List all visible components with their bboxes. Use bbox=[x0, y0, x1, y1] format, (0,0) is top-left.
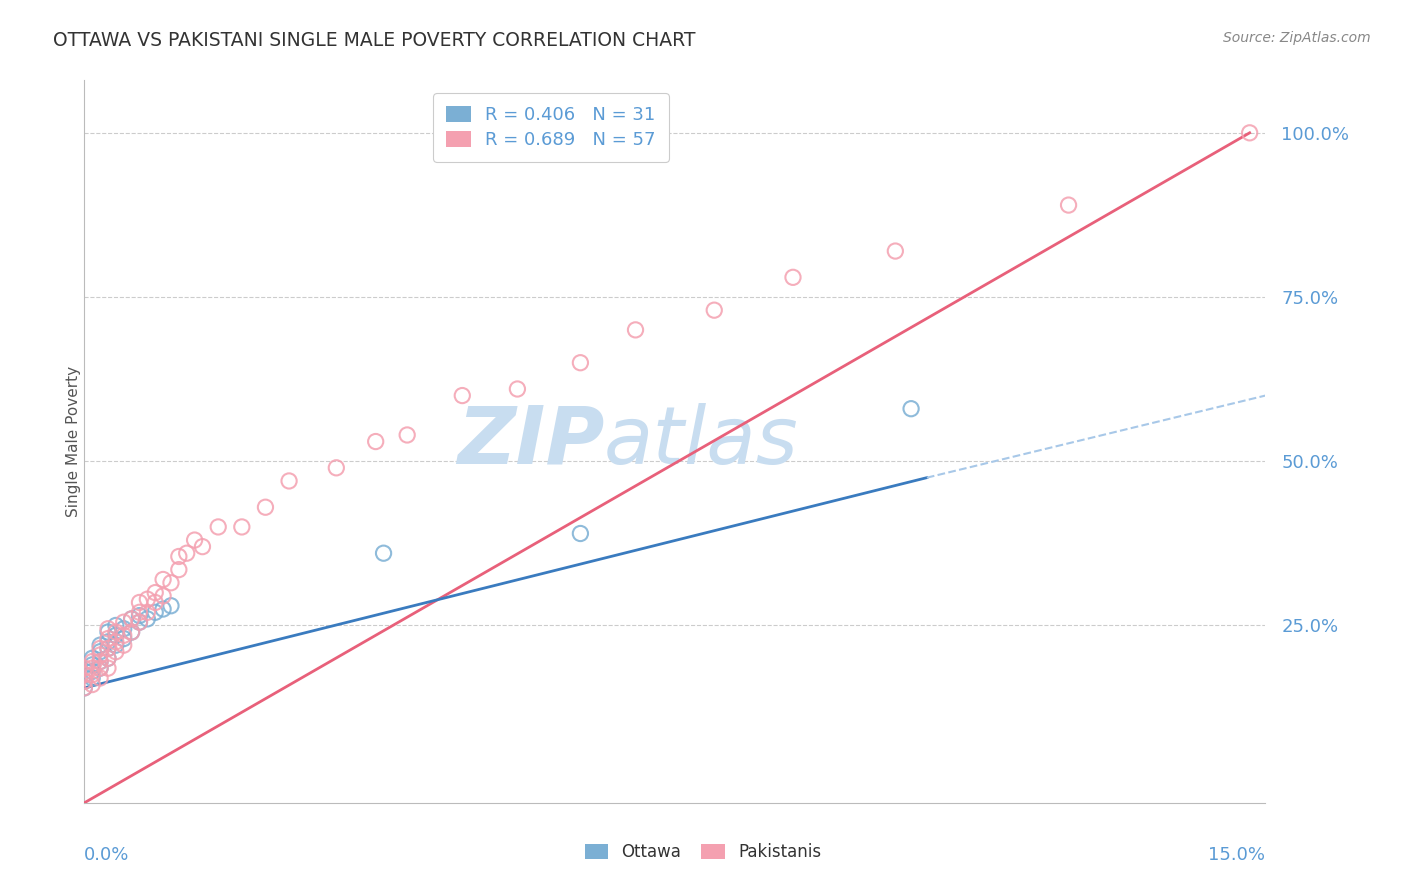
Point bbox=[89, 638, 111, 652]
Point bbox=[97, 632, 120, 646]
Point bbox=[569, 526, 592, 541]
Text: 0.0%: 0.0% bbox=[84, 847, 129, 864]
Point bbox=[82, 651, 104, 665]
Point bbox=[97, 622, 120, 636]
Point bbox=[167, 563, 190, 577]
Point bbox=[89, 655, 111, 669]
Point bbox=[191, 540, 214, 554]
Point bbox=[89, 645, 111, 659]
Point bbox=[97, 641, 120, 656]
Point bbox=[97, 651, 120, 665]
Point bbox=[128, 605, 150, 619]
Point bbox=[143, 605, 166, 619]
Point bbox=[900, 401, 922, 416]
Point bbox=[73, 674, 96, 689]
Point bbox=[104, 618, 127, 632]
Point bbox=[136, 612, 159, 626]
Point bbox=[128, 608, 150, 623]
Point bbox=[73, 661, 96, 675]
Point bbox=[89, 661, 111, 675]
Text: ZIP: ZIP bbox=[457, 402, 605, 481]
Point bbox=[97, 641, 120, 656]
Point bbox=[121, 625, 143, 640]
Point bbox=[82, 665, 104, 679]
Legend: Ottawa, Pakistanis: Ottawa, Pakistanis bbox=[578, 837, 828, 868]
Point bbox=[112, 615, 135, 630]
Point bbox=[278, 474, 301, 488]
Point bbox=[104, 638, 127, 652]
Text: Source: ZipAtlas.com: Source: ZipAtlas.com bbox=[1223, 31, 1371, 45]
Point bbox=[104, 628, 127, 642]
Point bbox=[97, 651, 120, 665]
Point bbox=[121, 612, 143, 626]
Point bbox=[82, 671, 104, 685]
Point bbox=[782, 270, 804, 285]
Point bbox=[121, 612, 143, 626]
Point bbox=[97, 625, 120, 640]
Point bbox=[82, 667, 104, 681]
Point bbox=[73, 667, 96, 681]
Point bbox=[89, 655, 111, 669]
Point bbox=[160, 575, 183, 590]
Text: atlas: atlas bbox=[605, 402, 799, 481]
Point bbox=[231, 520, 253, 534]
Point bbox=[104, 625, 127, 640]
Point bbox=[167, 549, 190, 564]
Point bbox=[73, 667, 96, 681]
Point bbox=[136, 592, 159, 607]
Point bbox=[82, 661, 104, 675]
Point bbox=[104, 645, 127, 659]
Legend: R = 0.406   N = 31, R = 0.689   N = 57: R = 0.406 N = 31, R = 0.689 N = 57 bbox=[433, 93, 669, 162]
Y-axis label: Single Male Poverty: Single Male Poverty bbox=[66, 366, 80, 517]
Point bbox=[152, 589, 174, 603]
Point bbox=[136, 605, 159, 619]
Point bbox=[152, 573, 174, 587]
Point bbox=[82, 657, 104, 672]
Point bbox=[89, 648, 111, 662]
Point bbox=[396, 428, 419, 442]
Point bbox=[73, 681, 96, 695]
Point bbox=[176, 546, 198, 560]
Text: OTTAWA VS PAKISTANI SINGLE MALE POVERTY CORRELATION CHART: OTTAWA VS PAKISTANI SINGLE MALE POVERTY … bbox=[53, 31, 696, 50]
Point bbox=[884, 244, 907, 258]
Point bbox=[104, 635, 127, 649]
Point bbox=[143, 585, 166, 599]
Point bbox=[451, 388, 474, 402]
Point bbox=[73, 674, 96, 689]
Point bbox=[325, 460, 347, 475]
Point bbox=[112, 628, 135, 642]
Point bbox=[703, 303, 725, 318]
Point bbox=[183, 533, 205, 547]
Point bbox=[82, 677, 104, 691]
Point bbox=[506, 382, 529, 396]
Point bbox=[373, 546, 395, 560]
Point bbox=[112, 622, 135, 636]
Point bbox=[73, 681, 96, 695]
Point bbox=[207, 520, 229, 534]
Point bbox=[128, 595, 150, 609]
Point bbox=[128, 615, 150, 630]
Point bbox=[152, 602, 174, 616]
Point bbox=[89, 641, 111, 656]
Point bbox=[569, 356, 592, 370]
Point bbox=[254, 500, 277, 515]
Point bbox=[89, 661, 111, 675]
Point bbox=[82, 655, 104, 669]
Point bbox=[97, 661, 120, 675]
Point bbox=[89, 671, 111, 685]
Point bbox=[121, 625, 143, 640]
Point bbox=[128, 615, 150, 630]
Point bbox=[1239, 126, 1261, 140]
Point bbox=[143, 595, 166, 609]
Text: 15.0%: 15.0% bbox=[1208, 847, 1265, 864]
Point bbox=[624, 323, 647, 337]
Point bbox=[364, 434, 387, 449]
Point bbox=[112, 638, 135, 652]
Point bbox=[1057, 198, 1080, 212]
Point bbox=[160, 599, 183, 613]
Point bbox=[112, 632, 135, 646]
Point bbox=[97, 635, 120, 649]
